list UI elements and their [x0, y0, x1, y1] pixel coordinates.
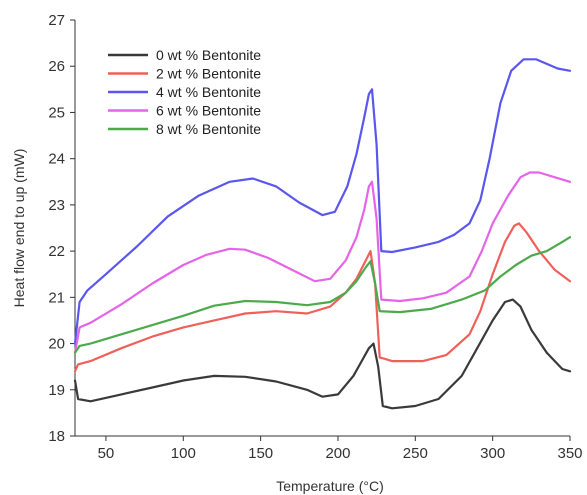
y-tick-label: 24 [48, 151, 65, 168]
y-tick-label: 25 [48, 104, 65, 121]
legend-label: 4 wt % Bentonite [156, 84, 261, 100]
y-tick-label: 21 [48, 289, 65, 306]
y-tick-label: 26 [48, 58, 65, 75]
x-tick-label: 200 [325, 445, 350, 462]
y-axis-title: Heat flow end to up (mW) [11, 149, 27, 308]
y-tick-label: 20 [48, 336, 65, 353]
y-tick-label: 18 [48, 428, 65, 445]
series-line-2 [73, 58, 572, 345]
legend-label: 6 wt % Bentonite [156, 103, 261, 119]
y-tick-label: 23 [48, 197, 65, 214]
series-line-4 [73, 236, 572, 354]
x-tick-label: 350 [557, 445, 582, 462]
x-tick-label: 50 [98, 445, 115, 462]
x-axis-title: Temperature (°C) [276, 478, 384, 494]
x-tick-label: 250 [403, 445, 428, 462]
legend-label: 0 wt % Bentonite [156, 47, 261, 63]
x-tick-label: 150 [248, 445, 273, 462]
x-tick-label: 300 [480, 445, 505, 462]
y-tick-label: 27 [48, 12, 65, 29]
legend-label: 8 wt % Bentonite [156, 121, 261, 137]
legend-label: 2 wt % Bentonite [156, 66, 261, 82]
tick-group: 50 100 150 200 250 300 350 18 19 20 21 22 23 24 25 26 27 [48, 12, 582, 462]
series-lines [73, 58, 572, 410]
legend: 0 wt % Bentonite 2 wt % Bentonite 4 wt % B… [108, 47, 261, 137]
x-tick-label: 100 [171, 445, 196, 462]
series-line-3 [73, 171, 572, 354]
series-line-0 [73, 298, 572, 410]
y-tick-label: 22 [48, 243, 65, 260]
series-line-1 [73, 222, 572, 373]
y-tick-label: 19 [48, 382, 65, 399]
